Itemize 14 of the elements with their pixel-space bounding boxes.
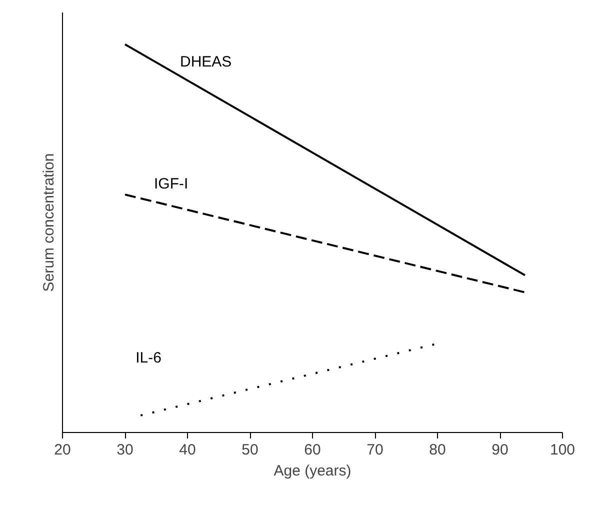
x-tick-label: 80 [429, 442, 446, 458]
series-label: DHEAS [180, 53, 232, 70]
x-tick-label: 100 [550, 442, 576, 458]
y-axis-title: Serum concentration [40, 153, 58, 292]
x-tick-label: 60 [304, 442, 321, 458]
x-axis-title: Age (years) [274, 462, 352, 480]
x-tick-label: 50 [242, 442, 258, 458]
x-tick-label: 30 [116, 442, 134, 458]
x-tick-label: 20 [54, 442, 71, 458]
x-tick-label: 90 [492, 442, 508, 458]
text: IL-6 [136, 349, 162, 366]
series-label: IGF-I [154, 176, 188, 193]
x-tick-label: 70 [366, 442, 384, 458]
x-tick-label: 40 [179, 442, 196, 458]
